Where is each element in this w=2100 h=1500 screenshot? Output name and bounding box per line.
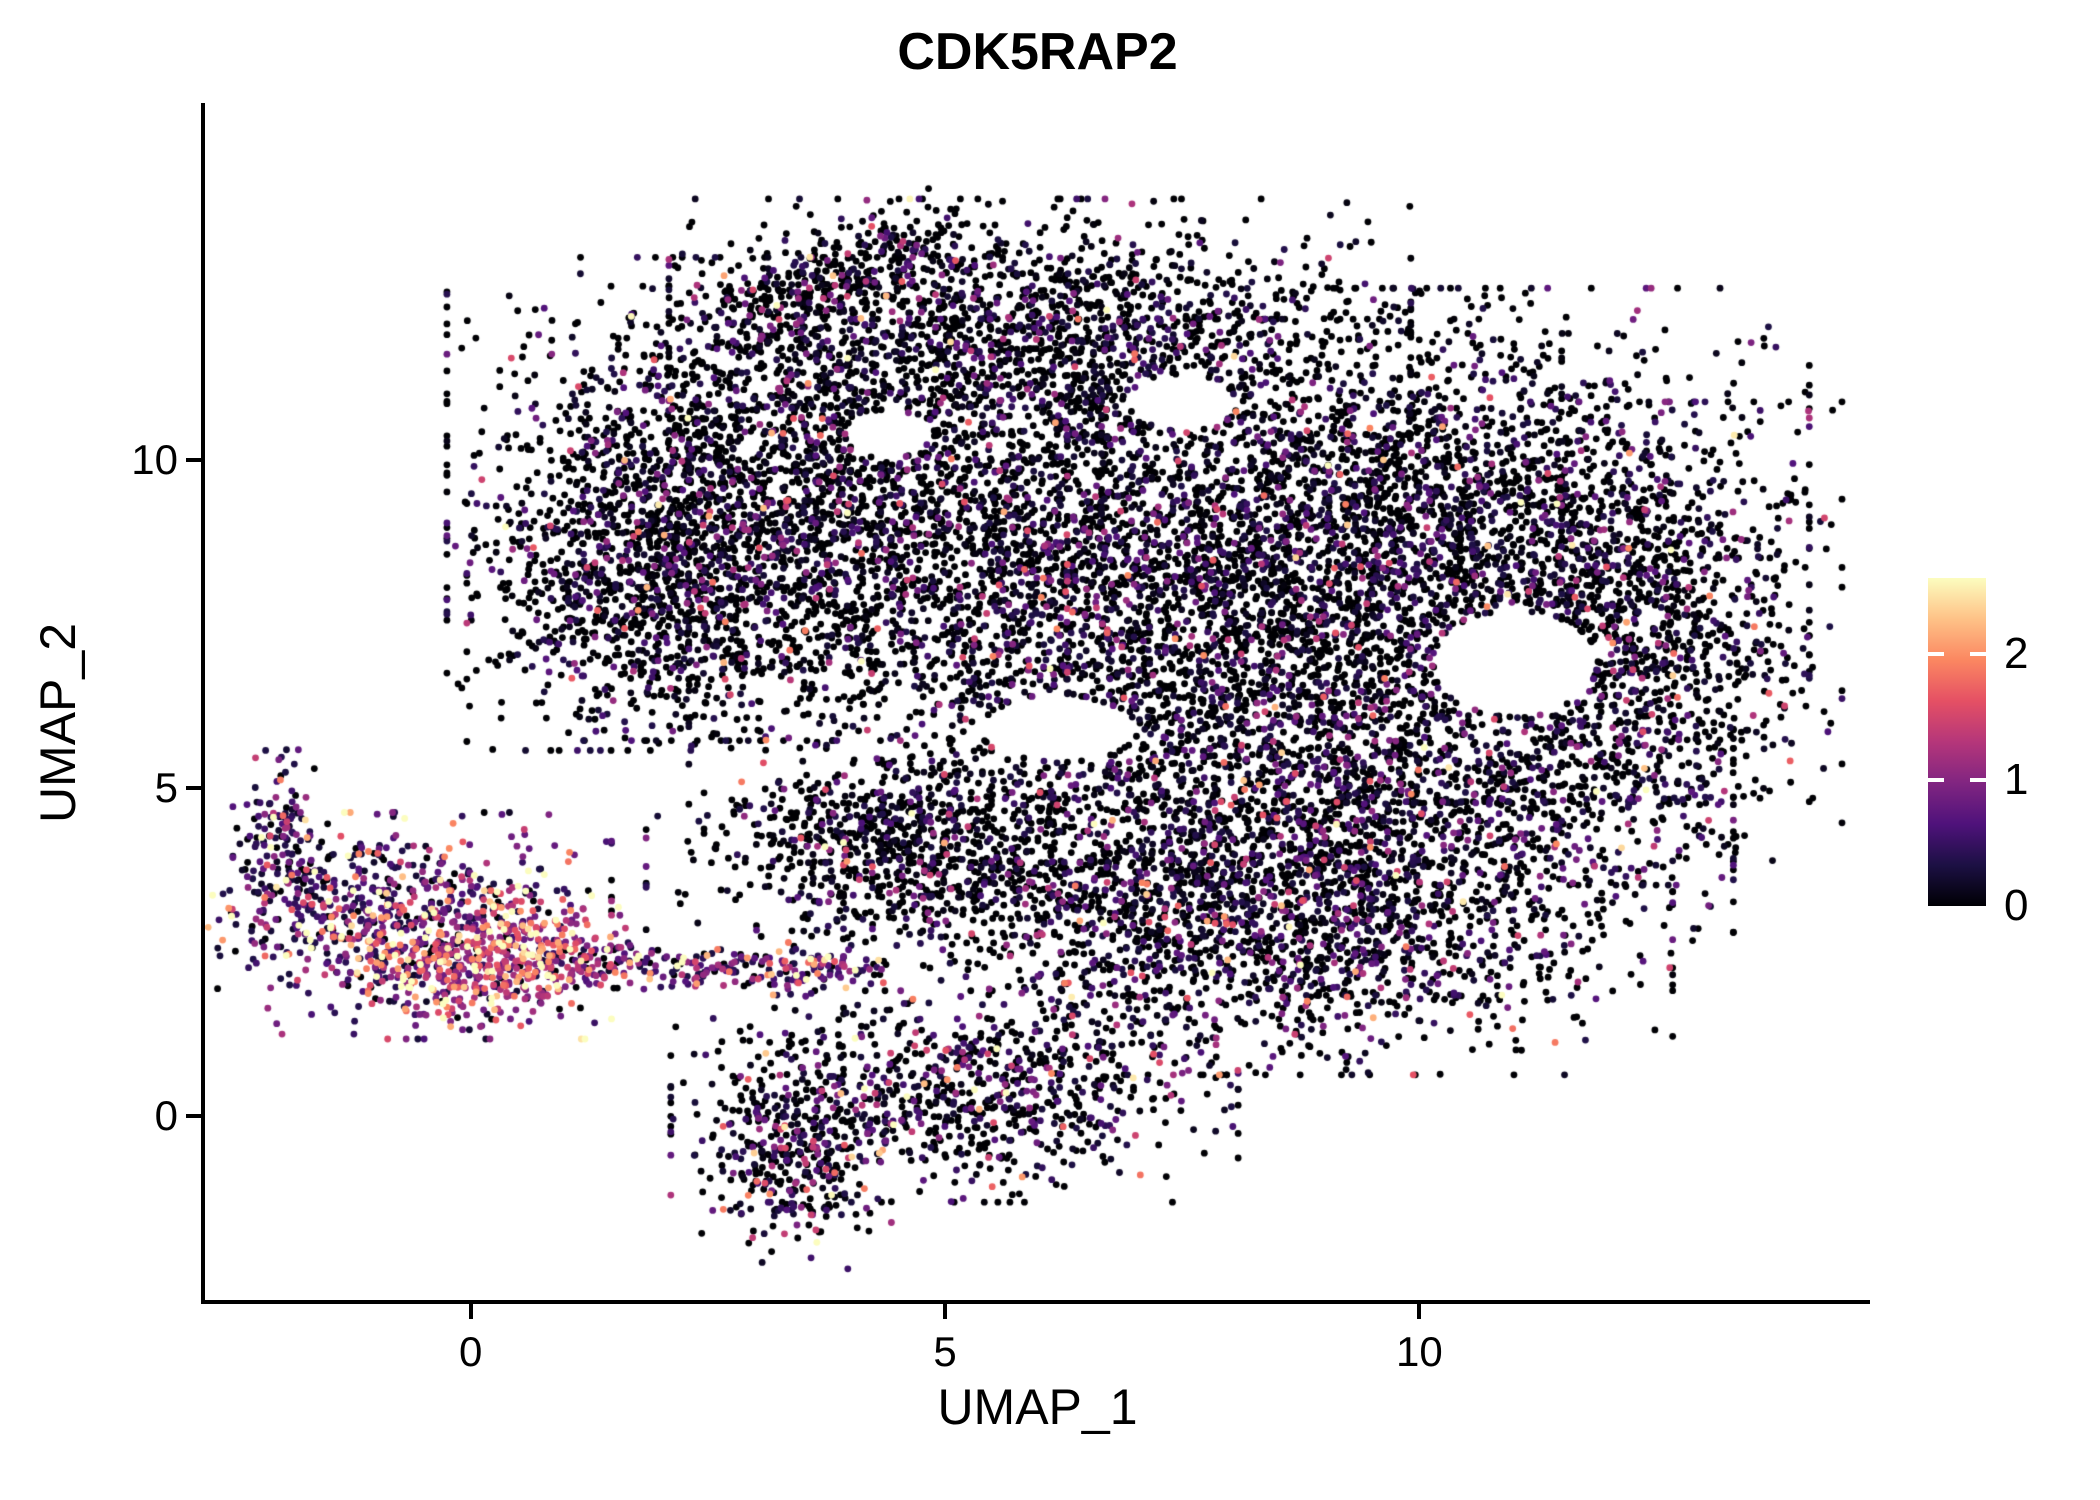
plot-area	[205, 105, 1870, 1300]
y-tick-label: 5	[154, 763, 178, 811]
x-tick-mark	[468, 1304, 473, 1319]
y-axis-line	[201, 103, 205, 1304]
colorbar-gradient	[1928, 578, 1986, 906]
colorbar-tick-dash	[1970, 651, 1986, 656]
x-axis-line	[201, 1300, 1870, 1304]
y-tick-mark	[186, 1114, 201, 1119]
y-tick-mark	[186, 785, 201, 790]
x-tick-label: 0	[458, 1328, 483, 1375]
colorbar-tick-label: 2	[2004, 628, 2029, 678]
x-tick-label: 5	[933, 1328, 957, 1375]
colorbar-tick-label: 1	[2004, 754, 2029, 804]
y-tick-mark	[186, 457, 201, 462]
y-axis-title: UMAP_2	[30, 622, 86, 824]
x-axis-title: UMAP_1	[937, 1379, 1138, 1435]
colorbar-tick-label: 0	[2004, 881, 2029, 930]
y-tick-label: 10	[131, 435, 178, 483]
x-tick-mark	[1417, 1304, 1422, 1319]
x-tick-label: 10	[1395, 1328, 1443, 1375]
colorbar-tick-dash	[1928, 651, 1944, 656]
y-tick-label: 0	[154, 1092, 178, 1140]
x-tick-mark	[943, 1304, 947, 1319]
plot-title: CDK5RAP2	[897, 23, 1178, 81]
colorbar-tick-dash	[1970, 777, 1986, 782]
scatter-points-canvas	[205, 105, 1870, 1300]
colorbar-tick-dash	[1928, 777, 1944, 782]
